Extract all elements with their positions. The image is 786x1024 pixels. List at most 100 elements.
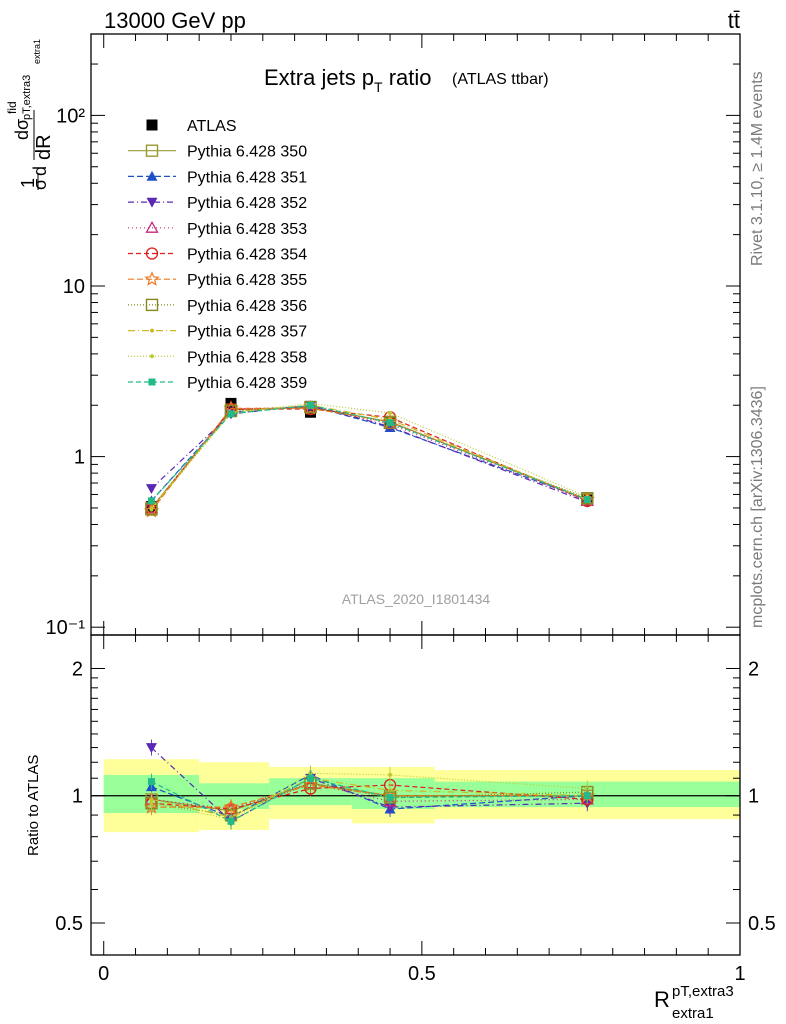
ratio-axis-ticks: 0.5 0.5 1 1 2 2 0 0.5 1 [55, 635, 776, 985]
ratio-ytick-label-right-0: 0.5 [748, 913, 776, 935]
ylabel-fid: fid [5, 101, 19, 114]
legend-marker-10-shape [148, 378, 156, 386]
series-line-9 [150, 402, 588, 510]
legend-marker-4 [145, 220, 159, 233]
point-s10-4 [583, 496, 591, 504]
ratio-point-9-3-shape [386, 794, 394, 802]
point-s10-3-shape [386, 419, 394, 427]
point-s3-0 [145, 484, 157, 495]
main-y-axis-label: 1 σ d dσ fid dR pT,extra3 extra1 [5, 39, 55, 190]
legend-marker-1 [145, 144, 159, 157]
ratio-ytick-label-right-2: 2 [748, 658, 759, 680]
ratio-y-axis-label: Ratio to ATLAS [25, 755, 42, 856]
legend-marker-3-shape [146, 197, 158, 208]
x-axis-label: R [654, 987, 670, 1012]
point-s10-1 [227, 410, 235, 418]
legend-marker-7 [145, 298, 159, 312]
series-line-7 [150, 406, 588, 510]
ratio-line-8 [151, 772, 588, 820]
main-ytick-label-0: 10⁻¹ [46, 617, 86, 639]
process-label: tt̄ [728, 8, 740, 33]
point-s6-0-shape [143, 502, 160, 518]
point-s7-4 [581, 492, 594, 505]
series-line-10 [150, 404, 588, 502]
legend-label-10: Pythia 6.428 359 [187, 375, 307, 392]
series-line-3 [150, 404, 588, 503]
point-s10-0-shape [147, 497, 155, 505]
ratio-ytick-label-left-2: 2 [72, 658, 83, 680]
chart-title-rest: ratio [383, 65, 432, 90]
ratio-point-8-0 [149, 801, 154, 806]
legend-marker-3 [146, 197, 158, 208]
ratio-point-9-0-shape [147, 778, 155, 786]
chart-title-main: Extra jets p [264, 65, 374, 90]
legend-marker-4-shape [145, 220, 159, 233]
chart-title-small: (ATLAS ttbar) [452, 71, 549, 88]
ratio-point-2-0-shape [145, 743, 157, 754]
ratio-point-9-4-shape [583, 792, 591, 800]
x-tick-label-2: 1 [734, 963, 745, 985]
legend-marker-0 [146, 119, 158, 131]
point-s9-3-shape [388, 411, 393, 416]
point-s7-4-shape [581, 492, 594, 505]
x-axis-label-sub: extra1 [672, 1005, 714, 1022]
ratio-frame [90, 634, 741, 956]
legend-label-5: Pythia 6.428 354 [187, 247, 307, 264]
legend-label-8: Pythia 6.428 357 [187, 324, 307, 341]
legend-label-1: Pythia 6.428 350 [187, 144, 307, 161]
ratio-ytick-label-right-1: 1 [748, 786, 759, 808]
point-s7-3 [383, 416, 397, 429]
ratio-ytick-label-left-0: 0.5 [55, 913, 83, 935]
side-label-mcplots: mcplots.cern.ch [arXiv:1306.3436] [749, 386, 766, 628]
legend-label-0: ATLAS [187, 118, 237, 135]
ratio-panel: 0.5 0.5 1 1 2 2 0 0.5 1 Ratio to ATLAS R pT,extr… [25, 634, 776, 1022]
main-axis-ticks: 10⁻¹ 1 10 10² [46, 33, 741, 639]
legend-label-3: Pythia 6.428 352 [187, 195, 307, 212]
legend-marker-10 [148, 378, 156, 386]
ratio-point-9-3 [386, 794, 394, 802]
legend-label-7: Pythia 6.428 356 [187, 298, 307, 315]
main-plot-marks [143, 397, 595, 518]
chart-title: Extra jets pT ratio [264, 65, 432, 95]
main-ytick-label-3: 10² [56, 105, 85, 127]
legend-marker-7-shape [145, 298, 159, 312]
legend-marker-5-shape [145, 247, 159, 260]
legend-label-9: Pythia 6.428 358 [187, 349, 307, 366]
ratio-point-9-1-shape [227, 817, 235, 825]
legend-label-4: Pythia 6.428 353 [187, 221, 307, 238]
ratio-point-2-0 [145, 743, 157, 754]
main-ytick-label-1: 1 [74, 447, 85, 469]
point-s9-0-shape [149, 507, 154, 512]
legend-label-2: Pythia 6.428 351 [187, 169, 307, 186]
ylabel-pt-extra3: pT,extra3 [21, 75, 33, 120]
series-line-1 [150, 406, 588, 509]
x-tick-label-0: 0 [98, 963, 109, 985]
ylabel-extra1: extra1 [32, 39, 42, 64]
ylabel-dr: dR [33, 134, 55, 160]
legend-marker-2 [146, 170, 158, 181]
watermark: ATLAS_2020_I1801434 [342, 591, 491, 607]
legend-marker-6-shape [144, 271, 160, 286]
series-line-6 [150, 407, 588, 512]
ratio-point-9-2 [307, 774, 315, 782]
series-line-2 [150, 405, 588, 502]
legend-marker-2-shape [146, 170, 158, 181]
point-s6-0 [143, 502, 160, 518]
ratio-point-8-3 [388, 772, 393, 777]
point-s10-0 [147, 497, 155, 505]
ratio-point-9-0 [147, 778, 155, 786]
ratio-plot-marks [91, 739, 740, 833]
legend-marker-9-shape [150, 354, 154, 359]
point-s9-0 [149, 507, 154, 512]
legend-marker-8 [150, 328, 154, 333]
point-s9-3 [388, 411, 393, 416]
point-s10-2 [307, 401, 315, 409]
point-s10-1-shape [227, 410, 235, 418]
legend: ATLAS Pythia 6.428 350 Pythia 6.428 351 Pyt… [128, 118, 307, 392]
point-s7-3-shape [383, 416, 397, 429]
ratio-point-9-1 [227, 817, 235, 825]
legend-label-6: Pythia 6.428 355 [187, 272, 307, 289]
ratio-point-8-3-shape [388, 772, 393, 777]
point-s10-2-shape [307, 401, 315, 409]
